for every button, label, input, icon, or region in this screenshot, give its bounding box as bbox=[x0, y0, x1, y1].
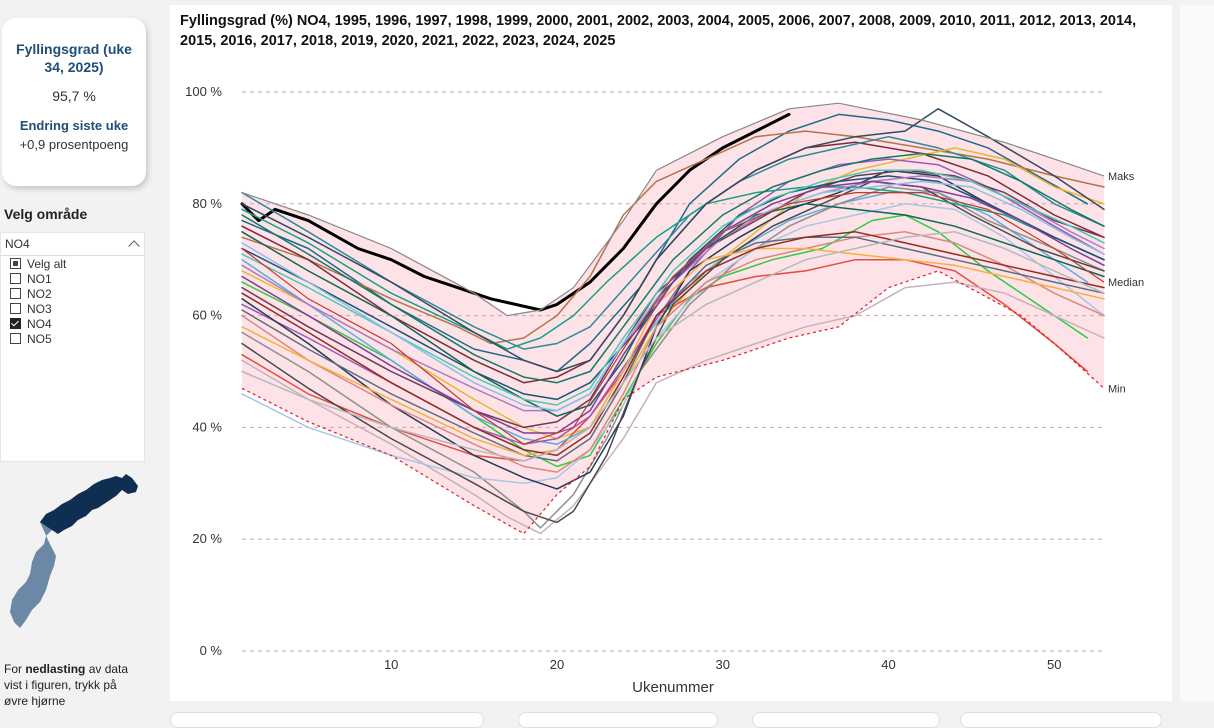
series-line bbox=[241, 247, 1105, 457]
x-tick-label: 40 bbox=[881, 657, 895, 672]
slicer-option-no5[interactable]: NO5 bbox=[1, 331, 144, 346]
x-tick-label: 30 bbox=[715, 657, 729, 672]
slicer-option-label: NO5 bbox=[27, 331, 52, 346]
slicer-option-no1[interactable]: NO1 bbox=[1, 271, 144, 286]
x-axis-label: Ukenummer bbox=[632, 679, 714, 696]
checkbox[interactable] bbox=[10, 303, 21, 314]
area-slicer-label: Velg område bbox=[4, 206, 88, 222]
slicer-option-no2[interactable]: NO2 bbox=[1, 286, 144, 301]
bottom-tab-1[interactable] bbox=[170, 712, 484, 728]
series-line bbox=[241, 236, 1105, 462]
reference-line-maks bbox=[241, 102, 1105, 317]
bottom-tab-2[interactable] bbox=[518, 712, 718, 728]
y-tick-label: 40 % bbox=[192, 419, 222, 434]
download-note: For nedlasting av data vist i figuren, t… bbox=[4, 661, 144, 709]
bottom-tab-3[interactable] bbox=[752, 712, 940, 728]
kpi-change-value: +0,9 prosentpoeng bbox=[19, 137, 129, 152]
series-line bbox=[241, 231, 1105, 457]
slicer-options: Velg alt NO1 NO2 NO3 NO4 NO5 bbox=[1, 256, 144, 346]
download-note-prefix: For bbox=[4, 662, 26, 676]
series-line bbox=[241, 130, 1105, 345]
reference-label-maks: Maks bbox=[1108, 171, 1135, 183]
x-tick-label: 10 bbox=[384, 657, 398, 672]
download-note-suffix: av data vist i figuren, trykk på øvre hj… bbox=[4, 662, 129, 708]
series-line bbox=[241, 203, 1105, 485]
reference-label-median: Median bbox=[1108, 277, 1144, 289]
norway-map bbox=[10, 474, 138, 628]
download-note-bold: nedlasting bbox=[25, 662, 86, 676]
map-region-other bbox=[10, 516, 56, 628]
map-region-no4 bbox=[40, 474, 138, 534]
y-tick-label: 0 % bbox=[200, 643, 223, 658]
series-line-current-year bbox=[240, 112, 791, 312]
checkbox[interactable] bbox=[10, 318, 21, 329]
y-tick-label: 20 % bbox=[192, 531, 222, 546]
area-slicer: NO4 Velg alt NO1 NO2 NO3 NO4 NO5 bbox=[0, 232, 145, 462]
y-tick-label: 100 % bbox=[185, 84, 222, 99]
y-tick-label: 80 % bbox=[192, 196, 222, 211]
scrollbar[interactable] bbox=[1180, 5, 1214, 701]
x-tick-label: 20 bbox=[550, 657, 564, 672]
kpi-title: Fyllingsgrad (uke 34, 2025) bbox=[16, 41, 132, 75]
series-line bbox=[241, 175, 1105, 401]
fill-level-chart: 0 % 20 % 40 % 60 % 80 % 100 % 10 20 30 40 50 Ukenum… bbox=[185, 84, 1144, 696]
kpi-card: Fyllingsgrad (uke 34, 2025) 95,7 % Endri… bbox=[2, 18, 146, 186]
chevron-up-icon[interactable] bbox=[128, 240, 140, 252]
series-line bbox=[241, 231, 1105, 473]
chart-title: Fyllingsgrad (%) NO4, 1995, 1996, 1997, … bbox=[180, 13, 1137, 49]
slicer-option-velg-alt[interactable]: Velg alt bbox=[1, 256, 144, 271]
series-line bbox=[241, 186, 1105, 350]
series-line bbox=[241, 108, 1105, 373]
reference-line-min bbox=[241, 270, 1105, 535]
kpi-change-label: Endring siste uke bbox=[19, 118, 129, 133]
checkbox[interactable] bbox=[10, 288, 21, 299]
slicer-option-label: Velg alt bbox=[27, 256, 67, 271]
checkbox[interactable] bbox=[10, 273, 21, 284]
series-line bbox=[241, 113, 1089, 373]
slicer-option-label: NO3 bbox=[27, 301, 52, 316]
area-dropdown-value: NO4 bbox=[5, 237, 30, 251]
series-line bbox=[241, 180, 1105, 434]
area-dropdown[interactable]: NO4 bbox=[1, 233, 144, 256]
slicer-option-label: NO1 bbox=[27, 271, 52, 286]
bottom-tab-4[interactable] bbox=[960, 712, 1162, 728]
series-line bbox=[241, 169, 1105, 406]
checkbox[interactable] bbox=[10, 258, 21, 269]
series-line bbox=[241, 152, 1105, 384]
kpi-value: 95,7 % bbox=[52, 88, 96, 104]
series-line bbox=[241, 258, 1089, 462]
series-line bbox=[241, 147, 1105, 440]
reference-line-median bbox=[241, 192, 1105, 445]
series-line bbox=[241, 186, 1105, 529]
x-tick-label: 50 bbox=[1047, 657, 1061, 672]
y-tick-label: 60 % bbox=[192, 308, 222, 323]
slicer-option-no3[interactable]: NO3 bbox=[1, 301, 144, 316]
slicer-option-no4[interactable]: NO4 bbox=[1, 316, 144, 331]
checkbox[interactable] bbox=[10, 333, 21, 344]
slicer-option-label: NO4 bbox=[27, 316, 52, 331]
series-line bbox=[241, 231, 1105, 462]
slicer-option-label: NO2 bbox=[27, 286, 52, 301]
chart-card: Fyllingsgrad (%) NO4, 1995, 1996, 1997, … bbox=[170, 5, 1172, 701]
reference-label-min: Min bbox=[1108, 383, 1126, 395]
